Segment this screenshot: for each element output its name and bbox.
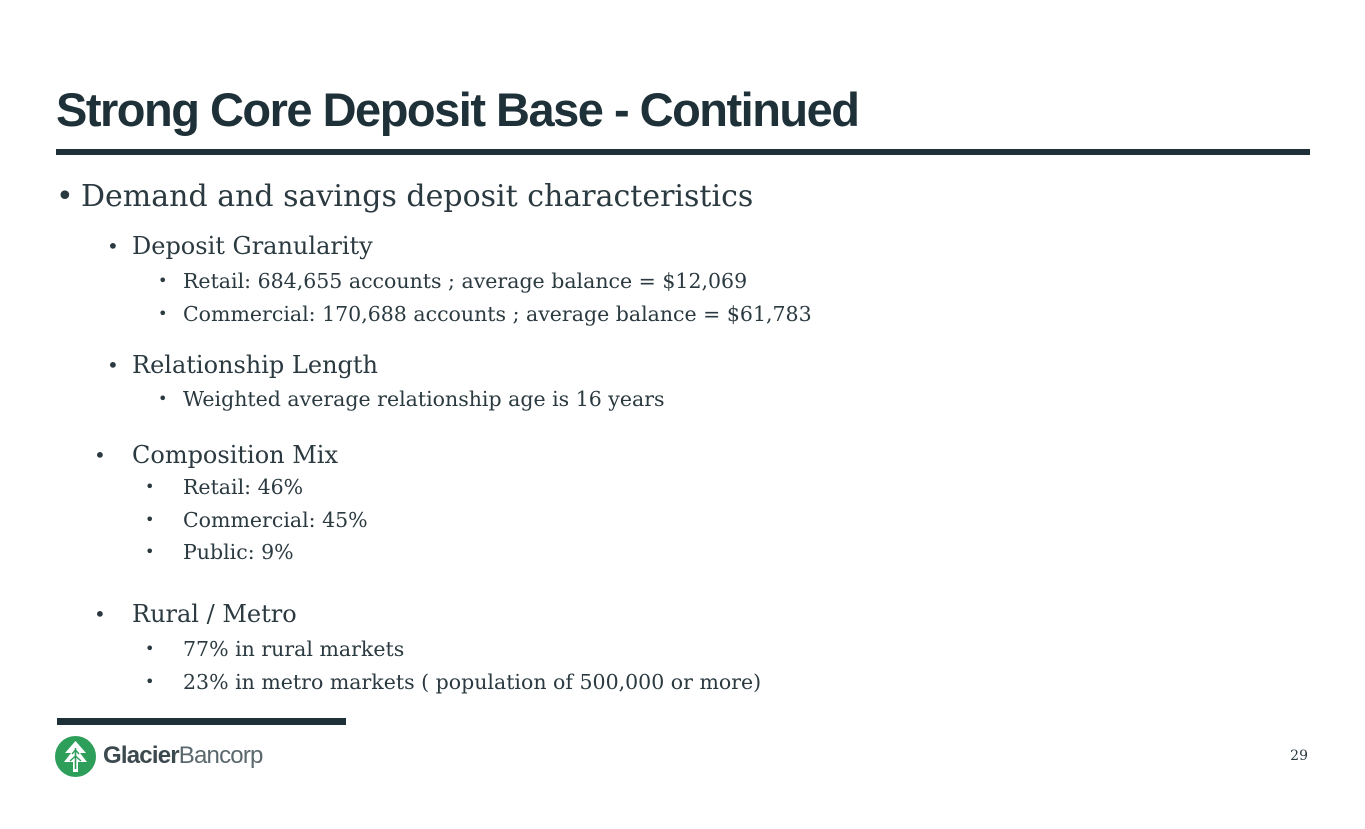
section-heading-text: Composition Mix [132, 441, 339, 469]
bullet-glyph: • [158, 271, 168, 290]
page-number: 29 [1290, 748, 1308, 764]
list-item-text: Weighted average relationship age is 16 … [183, 387, 665, 411]
bullet-glyph: • [158, 304, 168, 323]
bullet-glyph: • [107, 234, 119, 258]
slide-title: Strong Core Deposit Base - Continued [56, 83, 860, 136]
bullet-glyph: • [145, 639, 155, 658]
footer-divider [57, 718, 346, 725]
bullet-glyph: • [94, 443, 106, 467]
logo-name-light: Bancorp [178, 742, 264, 769]
company-logo: GlacierBancorp [55, 736, 275, 778]
list-item-text: Retail: 684,655 accounts ; average balan… [183, 269, 748, 293]
list-item-text: Commercial: 170,688 accounts ; average b… [183, 302, 812, 326]
bullet-glyph: • [145, 510, 155, 529]
logo-name-bold: Glacier [103, 742, 180, 769]
list-item-text: Public: 9% [183, 540, 294, 564]
section-heading-text: Deposit Granularity [132, 232, 373, 260]
bullet-glyph: • [107, 353, 119, 377]
list-item-text: Retail: 46% [183, 475, 304, 499]
bullet-glyph: • [56, 179, 74, 214]
list-item-text: 77% in rural markets [183, 637, 405, 661]
glacier-tree-icon [55, 736, 96, 777]
logo-wordmark: GlacierBancorp [103, 742, 263, 770]
bullet-glyph: • [145, 477, 155, 496]
main-bullet-text: Demand and savings deposit characteristi… [81, 179, 754, 214]
bullet-glyph: • [94, 602, 106, 626]
section-heading-text: Relationship Length [132, 351, 378, 379]
section-heading-text: Rural / Metro [132, 600, 297, 628]
bullet-glyph: • [145, 672, 155, 691]
bullet-glyph: • [158, 389, 168, 408]
list-item-text: 23% in metro markets ( population of 500… [183, 670, 762, 694]
list-item-text: Commercial: 45% [183, 508, 368, 532]
bullet-glyph: • [145, 542, 155, 561]
title-divider [56, 149, 1310, 155]
